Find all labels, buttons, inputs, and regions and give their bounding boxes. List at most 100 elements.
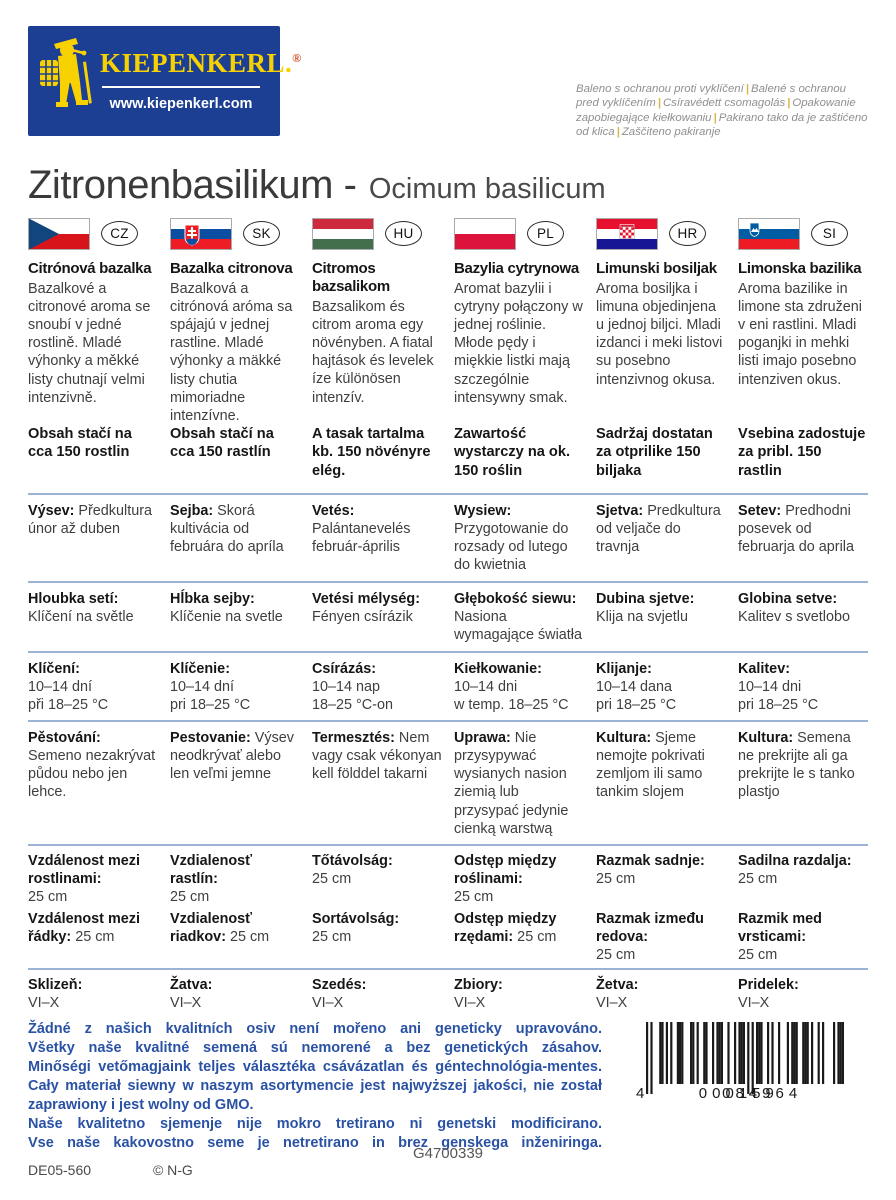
harvest-sk: Žatva: VI–X: [170, 976, 300, 1012]
name-desc-hr: Limunski bosiljak Aroma bosiljka i limuna…: [596, 260, 726, 425]
name-desc-cz: Citrónová bazalka Bazalkové a citronové a…: [28, 260, 158, 425]
product-name-latin: Ocimum basilicum: [368, 172, 606, 205]
harvest-hr: Žetva: VI–X: [596, 976, 726, 1012]
spacing-value: 25 cm: [738, 947, 778, 964]
content-pl: Zawartość wystarczy na ok. 150 roślin: [454, 425, 570, 479]
germination-pl: Kiełkowanie: 10–14 dni w temp. 18–25 °C: [454, 660, 584, 714]
flag-cell-pl: PL: [454, 217, 584, 250]
germination-hr: Klijanje: 10–14 dana pri 18–25 °C: [596, 660, 726, 714]
note-part: Zaščiteno pakiranje: [621, 126, 721, 139]
variety-description: Aroma bosiljka i limuna objedinjena u je…: [596, 280, 723, 388]
sowing-hu: Vetés: Palántanevelés február-április: [312, 502, 411, 556]
variety-name: Citrónová bazalka: [28, 259, 152, 277]
harvest-hu: Szedés: VI–X: [312, 976, 442, 1012]
spacing-entry: Vzdálenost mezi řádky: 25 cm: [28, 910, 140, 945]
spacing-value: 25 cm: [596, 947, 636, 964]
spacing-cz: Vzdálenost mezi rostlinami: 25 cm Vzdáleno…: [28, 852, 158, 964]
language-badge-pl: PL: [527, 221, 564, 247]
harvest-value: VI–X: [312, 995, 344, 1012]
language-columns-table: Citrónová bazalka Bazalkové a citronové a…: [28, 260, 868, 1013]
germination-line: 10–14 dni: [454, 678, 518, 695]
name-desc-si: Limonska bazilika Aroma bazilike in limon…: [738, 260, 868, 425]
sowing-hr: Sjetva: Predkultura od veljače do travnj…: [596, 502, 721, 556]
depth-sk: Hĺbka sejby: Klíčenie na svetle: [170, 590, 300, 645]
spacing-entry: Razmak sadnje: 25 cm: [596, 852, 726, 910]
harvest-value: VI–X: [596, 995, 628, 1012]
variety-name: Limonska bazilika: [738, 259, 862, 277]
flag-sk-icon: [170, 217, 232, 250]
sowing-pl: Wysiew: Przygotowanie do rozsady od lute…: [454, 502, 569, 574]
spacing-entry: Vzdialenosť rastlín: 25 cm: [170, 852, 300, 910]
note-part: Csíravédett csomagolás: [662, 97, 786, 110]
product-name-de: Zitronenbasilikum -: [28, 162, 357, 207]
depth-si: Globina setve: Kalitev s svetlobo: [738, 590, 868, 645]
spacing-entry: Odstęp między rzędami: 25 cm: [454, 910, 557, 945]
kiepenkerl-mascot-icon: [40, 38, 92, 107]
language-badge-hu: HU: [385, 221, 422, 247]
row-variety-name: Citrónová bazalka Bazalkové a citronové a…: [28, 260, 868, 425]
depth-hu: Vetési mélység: Fényen csírázik: [312, 590, 442, 645]
registered-mark: ®: [292, 51, 302, 65]
depth-text: Nasiona wymagające światła: [454, 608, 582, 643]
variety-description: Bazsalikom és citrom aroma egy növényben…: [312, 298, 434, 406]
barcode: 4 000159 084964: [630, 1022, 868, 1152]
spacing-entry: Razmik med vrsticami: 25 cm: [738, 910, 868, 964]
note-part: Pakirano tako da je zaštićeno od klica: [576, 111, 868, 139]
spacing-entry: Odstęp między roślinami: 25 cm: [454, 852, 584, 910]
row-content-sufficiency: Obsah stačí na cca 150 rostlin Obsah stač…: [28, 425, 868, 495]
page-title: Zitronenbasilikum - Ocimum basilicum: [28, 163, 868, 208]
gmo-line: Naše kvalitetno sjemenje nije mokro tret…: [28, 1115, 602, 1132]
harvest-pl: Zbiory: VI–X: [454, 976, 584, 1012]
row-sowing: Výsev: Předkultura únor až duben Sejba: S…: [28, 495, 868, 583]
variety-name: Limunski bosiljak: [596, 259, 717, 277]
note-part: Opakowanie zapobiegające kiełkowaniu: [576, 97, 856, 124]
language-badge-hr: HR: [669, 221, 706, 247]
row-sowing-depth: Hloubka setí: Klíčení na světle Hĺbka sejb…: [28, 583, 868, 653]
note-separator: |: [745, 83, 749, 95]
brand-website: www.kiepenkerl.com: [109, 96, 253, 112]
germination-line: 18–25 °C-on: [312, 696, 393, 713]
depth-pl: Głębokość siewu: Nasiona wymagające świat…: [454, 590, 584, 645]
row-spacing: Vzdálenost mezi rostlinami: 25 cm Vzdáleno…: [28, 846, 868, 971]
depth-cz: Hloubka setí: Klíčení na světle: [28, 590, 158, 645]
spacing-entry: Sadilna razdalja: 25 cm: [738, 852, 868, 910]
spacing-si: Sadilna razdalja: 25 cm Razmik med vrstica…: [738, 852, 868, 964]
gmo-line: Žádné z našich kvalitních osiv není moře…: [28, 1021, 602, 1038]
content-hr: Sadržaj dostatan za otprilike 150 biljak…: [596, 425, 713, 479]
gmo-statement-block: Žádné z našich kvalitních osiv není moře…: [28, 1020, 602, 1152]
spacing-entry: Tőtávolság: 25 cm: [312, 852, 442, 910]
spacing-sk: Vzdialenosť rastlín: 25 cm Vzdialenosť ria…: [170, 852, 300, 964]
harvest-si: Pridelek: VI–X: [738, 976, 868, 1012]
note-part: Baleno s ochranou proti vyklíčení: [576, 83, 744, 95]
note-separator: |: [713, 111, 717, 124]
footer: Žádné z našich kvalitních osiv není moře…: [28, 1020, 868, 1152]
note-separator: |: [616, 126, 620, 139]
row-harvest: Sklizeň: VI–X Žatva: VI–X Szedés: VI–X Zbiory:…: [28, 970, 868, 1012]
flag-cell-sk: SK: [170, 217, 300, 250]
gmo-line: Všetky naše kvalitné semená sú nemorené …: [28, 1040, 602, 1057]
gmo-line: Vse naše kakovostno seme je netretirano …: [28, 1134, 602, 1151]
variety-name: Citromos bazsalikom: [312, 259, 390, 295]
germination-line: w temp. 18–25 °C: [454, 696, 569, 713]
cultivation-sk: Pestovanie: Výsev neodkrývať alebo len v…: [170, 729, 294, 783]
germination-line: pri 18–25 °C: [170, 696, 251, 713]
variety-description: Aroma bazilike in limone sta združeni v …: [738, 280, 862, 388]
depth-hr: Dubina sjetve: Klija na svjetlu: [596, 590, 726, 645]
germination-line: při 18–25 °C: [28, 696, 109, 713]
spacing-value: 25 cm: [596, 870, 636, 887]
note-separator: |: [787, 97, 791, 110]
spacing-entry: Vzdálenost mezi rostlinami: 25 cm: [28, 852, 158, 910]
name-desc-pl: Bazylia cytrynowa Aromat bazylii i cytryn…: [454, 260, 584, 425]
germination-line: 10–14 dni: [738, 678, 802, 695]
name-desc-hu: Citromos bazsalikom Bazsalikom és citrom …: [312, 260, 442, 425]
depth-text: Kalitev s svetlobo: [738, 608, 850, 625]
content-si: Vsebina zadostuje za pribl. 150 rastlin: [738, 425, 866, 479]
spacing-value: 25 cm: [170, 889, 210, 906]
kiepenkerl-logo: KIEPENKERL.® www.kiepenkerl.com: [28, 26, 301, 136]
spacing-hr: Razmak sadnje: 25 cm Razmak između redova:…: [596, 852, 726, 964]
harvest-value: VI–X: [170, 995, 202, 1012]
spacing-pl: Odstęp między roślinami: 25 cm Odstęp międ…: [454, 852, 584, 964]
language-badge-cz: CZ: [101, 221, 138, 247]
germination-line: 10–14 dní: [170, 678, 235, 695]
row-cultivation: Pěstování: Semeno nezakrývat půdou nebo …: [28, 722, 868, 846]
